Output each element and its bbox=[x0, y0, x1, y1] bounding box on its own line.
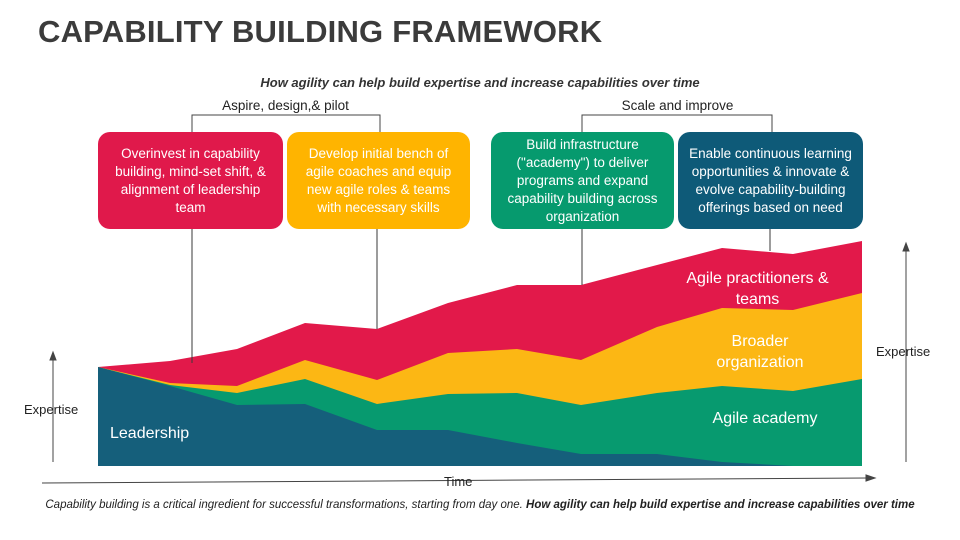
card-connectors bbox=[191, 228, 771, 363]
leadership-area bbox=[98, 367, 793, 466]
card-agile-coaches: Develop initial bench of agile coaches a… bbox=[287, 132, 470, 229]
right-y-arrow-icon bbox=[902, 241, 910, 252]
card-infrastructure: Build infrastructure ("academy") to deli… bbox=[491, 132, 674, 229]
page-title: CAPABILITY BUILDING FRAMEWORK bbox=[38, 14, 603, 49]
label-agile-academy: Agile academy bbox=[712, 410, 818, 427]
aspire-bracket bbox=[191, 114, 381, 132]
x-axis-label: Time bbox=[444, 474, 473, 489]
phase-brackets bbox=[191, 114, 773, 132]
scale-bracket bbox=[581, 114, 773, 132]
x-axis bbox=[41, 477, 869, 484]
footer-normal: Capability building is a critical ingred… bbox=[45, 499, 527, 511]
x-axis-arrow-icon bbox=[865, 474, 877, 482]
label-broader-org: Broader organization bbox=[716, 333, 804, 371]
card-leadership-team: Overinvest in capability building, mind-… bbox=[98, 132, 283, 229]
footer-note: Capability building is a critical ingred… bbox=[40, 496, 920, 514]
phase-scale: Scale and improve bbox=[621, 98, 734, 113]
left-y-axis-label: Expertise bbox=[24, 402, 79, 417]
label-practitioners: Agile practitioners & teams bbox=[686, 270, 829, 308]
footer-bold: How agility can help build expertise and… bbox=[526, 499, 915, 511]
right-y-axis-label: Expertise bbox=[876, 344, 931, 359]
subtitle: How agility can help build expertise and… bbox=[260, 75, 700, 90]
label-leadership: Leadership bbox=[110, 425, 190, 442]
left-y-arrow-icon bbox=[49, 350, 57, 361]
phase-aspire: Aspire, design,& pilot bbox=[222, 98, 349, 113]
card-continuous-learning: Enable continuous learning opportunities… bbox=[678, 132, 863, 229]
